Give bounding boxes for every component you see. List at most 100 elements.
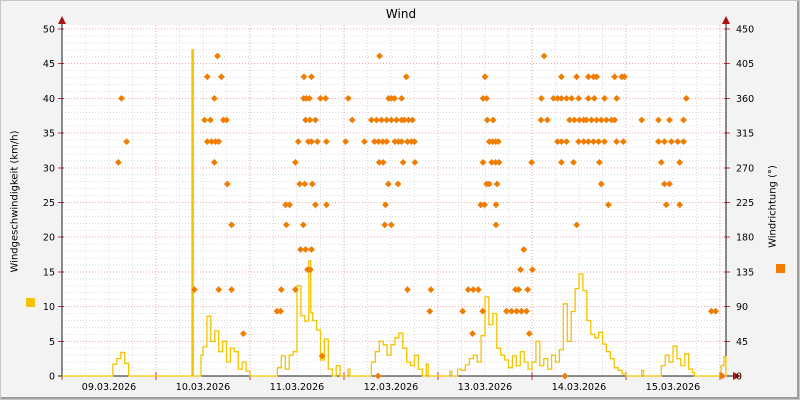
wind-direction-point <box>603 116 610 124</box>
wind-direction-point <box>283 221 290 229</box>
wind-direction-point <box>239 330 247 337</box>
y-left-tick-label: 40 <box>43 94 55 105</box>
wind-direction-point <box>540 52 548 60</box>
wind-direction-point <box>282 201 289 209</box>
wind-direction-point <box>666 180 673 188</box>
wind-direction-point <box>585 73 592 81</box>
wind-direction-point <box>399 159 407 166</box>
y-left-tick-label: 15 <box>43 267 55 278</box>
wind-direction-point <box>570 116 578 124</box>
wind-direction-point <box>286 201 293 209</box>
wind-direction-point <box>211 159 218 166</box>
wind-direction-point <box>207 116 214 124</box>
wind-direction-point <box>573 221 580 229</box>
wind-direction-point <box>489 116 497 124</box>
y-right-tick-label: 315 <box>736 129 754 140</box>
wind-direction-point <box>494 138 502 145</box>
wind-direction-point <box>518 307 525 315</box>
wind-direction-point <box>575 95 582 102</box>
wind-direction-point <box>481 201 488 209</box>
wind-direction-point <box>382 201 389 209</box>
y-right-tick-label: 0 <box>736 372 742 383</box>
wind-direction-point <box>558 95 565 102</box>
wind-direction-point <box>613 138 620 145</box>
wind-direction-point <box>211 95 218 102</box>
x-axis-date-label: 11.03.2026 <box>270 382 324 393</box>
wind-direction-point <box>203 138 211 145</box>
y-left-axis-arrow <box>58 16 66 24</box>
x-axis-date-label: 15.03.2026 <box>646 382 700 393</box>
wind-direction-point <box>308 138 315 145</box>
wind-direction-point <box>391 95 398 102</box>
wind-direction-point <box>590 95 598 102</box>
y-right-tick-label: 360 <box>736 94 754 105</box>
y-right-tick-label: 270 <box>736 163 754 174</box>
y-left-tick-label: 20 <box>43 233 55 244</box>
wind-direction-point <box>597 116 605 124</box>
wind-direction-point <box>515 286 523 293</box>
y-right-tick-label: 180 <box>736 233 754 244</box>
wind-direction-point <box>529 266 536 273</box>
x-axis-date-label: 10.03.2026 <box>176 382 230 393</box>
wind-direction-point <box>611 73 618 81</box>
wind-direction-point <box>459 307 467 315</box>
wind-direction-point <box>537 116 545 124</box>
wind-direction-point <box>561 372 569 380</box>
wind-direction-point <box>568 95 575 102</box>
wind-direction-point <box>411 159 419 166</box>
wind-direction-point <box>375 138 382 145</box>
wind-direction-point <box>503 307 510 315</box>
wind-direction-point <box>409 116 416 124</box>
x-axis-date-label: 14.03.2026 <box>552 382 606 393</box>
wind-direction-point <box>655 116 662 124</box>
wind-direction-point <box>323 201 330 209</box>
wind-direction-point <box>308 246 315 253</box>
wind-direction-point <box>668 138 675 145</box>
wind-direction-point <box>477 201 485 209</box>
wind-direction-point <box>570 159 577 166</box>
wind-direction-point <box>638 116 646 124</box>
y-left-tick-label: 0 <box>49 372 55 383</box>
wind-direction-point <box>323 138 330 145</box>
wind-direction-point <box>308 73 315 81</box>
wind-direction-point <box>493 180 501 188</box>
wind-direction-point <box>558 73 565 81</box>
wind-direction-point <box>593 73 600 81</box>
wind-direction-point <box>563 95 570 102</box>
wind-direction-point <box>492 201 500 209</box>
y-right-tick-label: 45 <box>736 337 748 348</box>
wind-direction-point <box>379 159 387 166</box>
wind-direction-point <box>474 286 482 293</box>
wind-direction-point <box>404 138 411 145</box>
wind-speed-legend-marker <box>26 298 35 307</box>
wind-direction-point <box>485 180 493 188</box>
wind-direction-point <box>373 116 380 124</box>
wind-direction-point <box>302 246 309 253</box>
wind-direction-point <box>228 221 235 229</box>
wind-direction-point <box>308 180 316 188</box>
wind-direction-point <box>381 221 389 229</box>
wind-direction-point <box>558 138 565 145</box>
wind-direction-point <box>342 138 349 145</box>
wind-direction-point <box>483 95 490 102</box>
wind-direction-point <box>426 307 434 315</box>
wind-direction-point <box>118 95 125 102</box>
wind-direction-point <box>524 286 532 293</box>
wind-direction-point <box>492 159 499 166</box>
wind-direction-point <box>388 116 395 124</box>
wind-direction-point <box>479 159 487 166</box>
y-left-tick-label: 30 <box>43 163 55 174</box>
wind-direction-point <box>374 372 382 380</box>
wind-direction-point <box>391 138 399 145</box>
wind-direction-point <box>383 116 391 124</box>
wind-direction-point <box>312 116 319 124</box>
wind-direction-point <box>661 180 668 188</box>
wind-direction-point <box>528 159 535 166</box>
x-axis-date-label: 13.03.2026 <box>458 382 512 393</box>
wind-direction-point <box>301 180 309 188</box>
chart-title: Wind <box>385 7 417 21</box>
wind-direction-point <box>123 138 130 145</box>
wind-direction-point <box>661 138 668 145</box>
y-right-tick-label: 90 <box>736 302 748 313</box>
